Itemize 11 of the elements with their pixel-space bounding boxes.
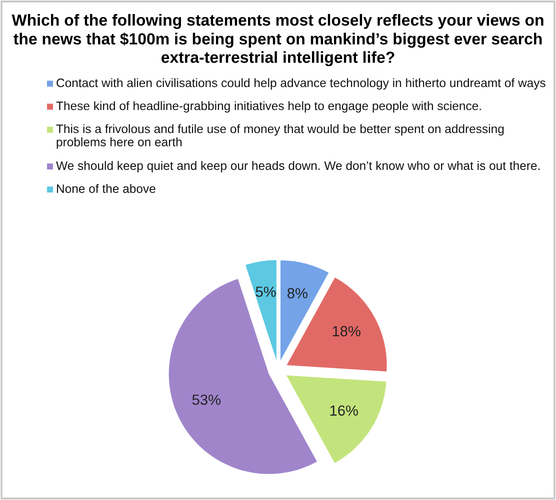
legend-label: Contact with alien civilisations could help advance technology in hitherto undreamt of ways — [56, 78, 546, 90]
data-label: 16% — [330, 405, 358, 416]
data-label: 53% — [192, 394, 220, 405]
data-label: 5% — [256, 286, 276, 297]
legend-label: We should keep quiet and keep our heads down. We don’t know who or what is out there. — [56, 161, 540, 172]
legend-label: These kind of headline-grabbing initiatives help to engage people with science. — [56, 101, 481, 113]
data-label: 8% — [287, 288, 308, 298]
legend-label: This is a frivolous and futile use of money that would be better spent on addressing problems here on earth — [56, 124, 504, 149]
chart-title: Which of the following statements most closely reflects your views on the news that $100m is being spent on mankind’s biggest ever search extra-terrestrial intelligent life? — [12, 14, 544, 66]
legend-label: None of the above — [57, 184, 156, 193]
data-label: 18% — [332, 326, 360, 336]
